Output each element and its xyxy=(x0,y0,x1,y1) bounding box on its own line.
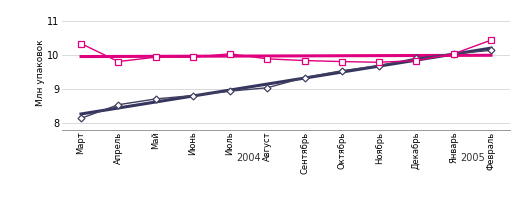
Y-axis label: Млн упаковок: Млн упаковок xyxy=(35,39,45,106)
Text: 2005: 2005 xyxy=(460,153,485,163)
Text: 2004: 2004 xyxy=(237,153,261,163)
